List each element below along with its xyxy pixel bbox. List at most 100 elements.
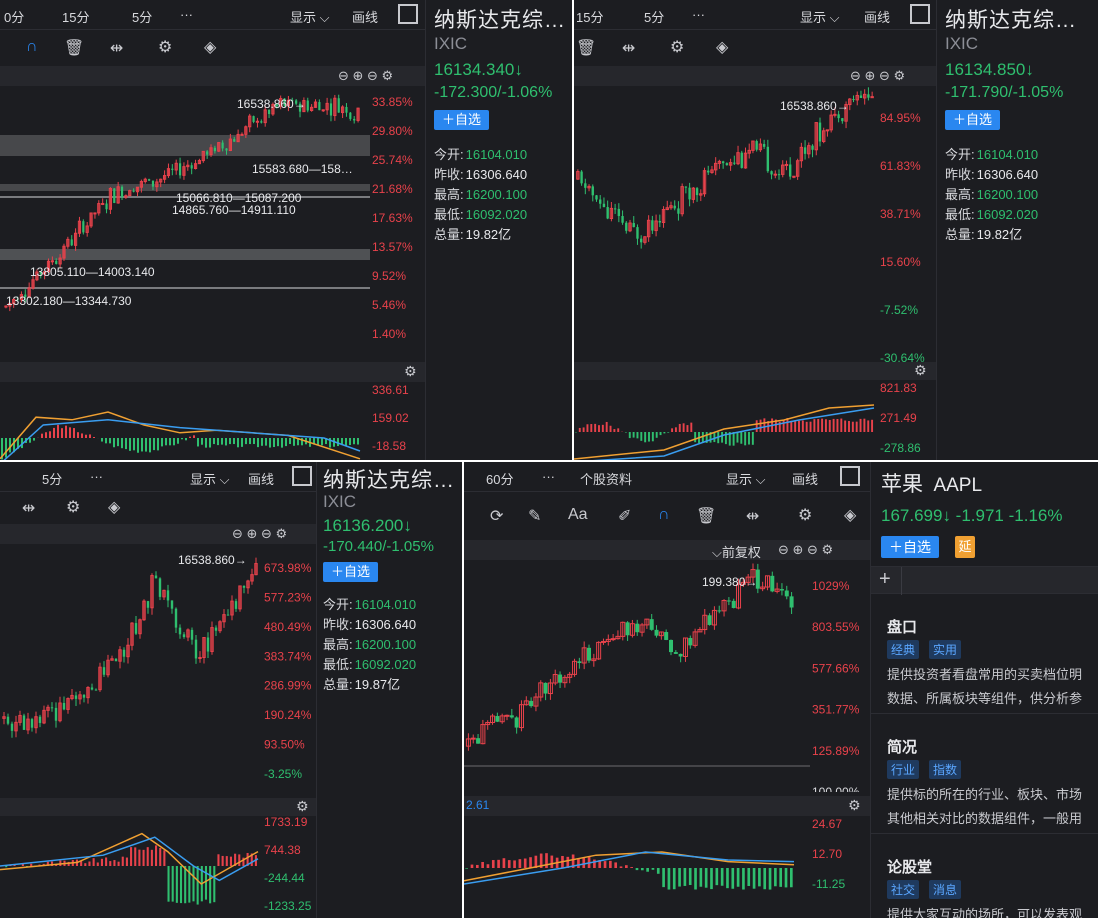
gear-icon[interactable]: ⚙ <box>798 507 813 524</box>
macd-tick: 744.38 <box>264 843 301 857</box>
draw-button[interactable]: 画线 <box>352 10 379 25</box>
adjust-dropdown[interactable]: ⌵前复权 <box>712 545 761 560</box>
pen-icon[interactable]: ✐ <box>618 508 632 525</box>
settings-icon[interactable]: ⚙ <box>914 362 927 378</box>
display-menu[interactable]: 显示 ⌵ <box>290 10 330 25</box>
candle <box>740 581 746 585</box>
tab-15min[interactable]: 15分 <box>576 10 604 25</box>
display-menu[interactable]: 显示 ⌵ <box>726 472 766 487</box>
stat-row: 今开: 16104.010 <box>434 147 528 162</box>
add-watchlist-button[interactable]: ＋自选 <box>881 536 939 558</box>
price-chart[interactable]: 199.380→ 1029% 803.55% 577.66% 351.77% 125.89… <box>464 560 870 792</box>
add-plugin-icon[interactable]: + <box>879 568 891 590</box>
add-watchlist-button[interactable]: ＋自选 <box>945 110 1001 130</box>
display-menu[interactable]: 显示 ⌵ <box>800 10 840 25</box>
candle <box>523 700 529 706</box>
candle <box>707 615 712 625</box>
layout-icon[interactable] <box>910 4 930 24</box>
draw-button[interactable]: 画线 <box>864 10 891 25</box>
tool-row: 🗑 ⇹ ⚙ ◈ <box>574 34 936 64</box>
cycle-icon[interactable]: ⟳ <box>490 508 504 525</box>
draw-button[interactable]: 画线 <box>248 472 275 487</box>
layout-icon[interactable] <box>840 466 860 486</box>
plugin-card[interactable]: 盘口 经典 实用 提供投资者看盘常用的买卖档位明 数据、所属板块等组件，供分析参 <box>871 600 1098 714</box>
layout-icon[interactable] <box>292 466 312 486</box>
magnet-icon[interactable]: ∩ <box>658 506 670 523</box>
plugin-card[interactable]: 论股堂 社交 消息 提供大家互动的场所，可以发表观 <box>871 840 1098 918</box>
trash-icon[interactable]: 🗑 <box>576 40 597 57</box>
tab-5min[interactable]: 5分 <box>644 10 665 25</box>
price-chart[interactable]: 16538.860→ 15583.680—158… 15066.810—15087.… <box>0 86 425 362</box>
trash-icon[interactable]: 🗑 <box>64 40 85 57</box>
brush-icon[interactable]: ✎ <box>528 508 542 525</box>
macd-tick: -18.58 <box>372 439 406 453</box>
settings-icon[interactable]: ⚙ <box>296 798 309 814</box>
layers-icon[interactable]: ◈ <box>716 39 729 56</box>
trash-icon[interactable]: 🗑 <box>696 508 717 525</box>
gear-icon[interactable]: ⚙ <box>66 499 81 516</box>
settings-icon[interactable]: ⚙ <box>404 363 417 379</box>
more-button[interactable]: ··· <box>180 7 193 22</box>
candle <box>691 187 696 200</box>
profile-tab[interactable]: 个股资料 <box>580 472 633 487</box>
candle <box>101 202 105 205</box>
candle <box>345 106 348 113</box>
plugin-card[interactable]: 简况 行业 指数 提供标的所在的行业、板块、市场 其他相关对比的数据组件，一般用 <box>871 720 1098 834</box>
text-tool-icon[interactable]: Aa <box>568 506 588 523</box>
split-icon[interactable]: ⇹ <box>622 40 636 57</box>
split-icon[interactable]: ⇹ <box>746 508 760 525</box>
magnet-icon[interactable]: ∩ <box>26 38 38 55</box>
candle <box>325 102 329 111</box>
chart-header: ⊖ ⊕ ⊖ ⚙ <box>574 66 936 86</box>
level-zone <box>0 135 370 156</box>
price-chart[interactable]: 16538.860→ 673.98% 577.23% 480.49% 383.74% 28… <box>0 544 316 798</box>
chart-header: ⌵前复权 ⊖ ⊕ ⊖ ⚙ <box>464 540 870 560</box>
candle <box>155 181 159 188</box>
zoom-out-icon[interactable]: ⊖ ⊕ ⊖ ⚙ <box>850 68 906 83</box>
gear-icon[interactable]: ⚙ <box>670 39 685 56</box>
macd-line <box>574 404 875 460</box>
layers-icon[interactable]: ◈ <box>204 39 217 56</box>
macd-tick: -11.25 <box>812 877 845 891</box>
tab-5min[interactable]: 5分 <box>42 472 63 487</box>
candle <box>721 161 725 164</box>
candle <box>591 186 594 196</box>
tab-period[interactable]: 0分 <box>4 10 25 25</box>
tab-15min[interactable]: 15分 <box>62 10 90 25</box>
candle <box>654 220 658 232</box>
more-button[interactable]: ··· <box>542 469 555 484</box>
layers-icon[interactable]: ◈ <box>108 499 121 516</box>
price-change: -172.300/-1.06% <box>434 84 553 101</box>
quote-side: 纳斯达克综… IXIC 16136.200↓ -170.440/-1.05% ＋… <box>316 462 462 918</box>
candle <box>158 578 162 597</box>
add-watchlist-button[interactable]: ＋自选 <box>323 562 379 582</box>
gear-icon[interactable]: ⚙ <box>158 39 173 56</box>
candle <box>779 589 784 591</box>
display-menu[interactable]: 显示 ⌵ <box>190 472 230 487</box>
candle <box>162 589 166 598</box>
price-chart[interactable]: 16538.860→ 84.95% 61.83% 38.71% 15.60% -7.52%… <box>574 86 936 362</box>
tab-60min[interactable]: 60分 <box>486 472 514 487</box>
settings-icon[interactable]: ⚙ <box>848 797 861 813</box>
split-icon[interactable]: ⇹ <box>110 40 124 57</box>
last-price: 16134.340↓ <box>434 60 523 79</box>
high-marker: 199.380→ <box>702 575 757 589</box>
macd-line <box>3 419 361 460</box>
layers-icon[interactable]: ◈ <box>844 507 857 524</box>
zoom-out-icon[interactable]: ⊖ ⊕ ⊖ ⚙ <box>778 542 834 557</box>
y-tick: 673.98% <box>264 561 312 575</box>
candle <box>248 115 252 128</box>
candle <box>174 162 178 171</box>
zoom-out-icon[interactable]: ⊖ ⊕ ⊖ ⚙ <box>232 526 288 541</box>
zoom-out-icon[interactable]: ⊖ ⊕ ⊖ ⚙ <box>338 68 394 83</box>
more-button[interactable]: ··· <box>90 469 103 484</box>
candle <box>774 588 780 592</box>
candle <box>617 208 621 217</box>
more-button[interactable]: ··· <box>692 7 705 22</box>
tab-5min[interactable]: 5分 <box>132 10 153 25</box>
add-watchlist-button[interactable]: ＋自选 <box>434 110 490 130</box>
draw-button[interactable]: 画线 <box>792 472 819 487</box>
y-tick: 480.49% <box>264 620 312 634</box>
layout-icon[interactable] <box>398 4 418 24</box>
split-icon[interactable]: ⇹ <box>22 500 36 517</box>
